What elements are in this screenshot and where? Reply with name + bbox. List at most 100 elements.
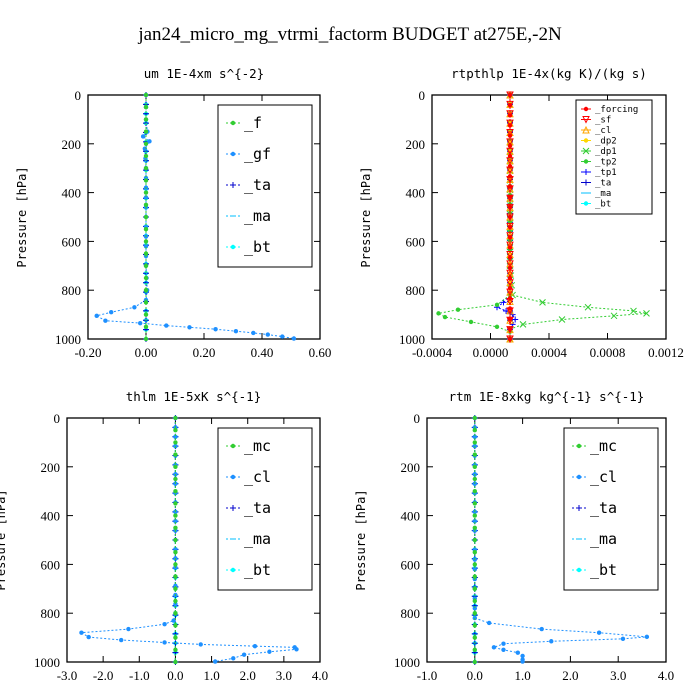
legend-marker (582, 147, 590, 155)
data-point (143, 312, 149, 317)
x-tick-label: 2.0 (240, 668, 256, 683)
data-point (213, 327, 218, 332)
panel-title: thlm 1E-5xK s^{-1} (126, 389, 261, 404)
legend-label: _ta (595, 179, 611, 189)
data-point (173, 583, 178, 588)
data-point (173, 537, 178, 543)
data-point (506, 269, 514, 278)
legend-label: _ma (595, 189, 611, 199)
y-tick-label: 600 (41, 557, 61, 572)
data-point (143, 251, 149, 256)
legend-label: _dp2 (595, 137, 617, 147)
data-point (507, 143, 513, 149)
data-point (630, 307, 637, 315)
x-tick-label: 3.0 (610, 668, 626, 683)
x-tick-label: -1.0 (417, 668, 438, 683)
data-point (506, 129, 514, 137)
data-point (507, 163, 513, 169)
legend-marker (230, 120, 236, 126)
x-tick-label: 0.0012 (648, 345, 684, 360)
legend-label: _bt (595, 200, 611, 210)
data-point (507, 214, 513, 220)
panel-3: thlm 1E-5xK s^{-1} Pressure [hPa] -3.0 -2.0… (0, 389, 328, 683)
legend-label: _dp1 (595, 147, 617, 157)
data-point (507, 184, 513, 189)
x-tick-label: -1.0 (129, 668, 150, 683)
legend-label: _ta (244, 499, 271, 517)
figure-title: jan24_micro_mg_vtrmi_factorm BUDGET at27… (137, 24, 562, 45)
data-point (507, 265, 513, 271)
legend-label: _ta (590, 499, 617, 517)
y-axis-label: Pressure [hPa] (15, 166, 29, 267)
data-point (143, 275, 149, 281)
data-point (143, 202, 149, 207)
x-tick-label: 0.20 (193, 345, 216, 360)
legend-marker (576, 567, 582, 573)
data-point (143, 300, 149, 305)
data-point (515, 650, 521, 655)
legend-label: _bt (244, 561, 271, 579)
panel-4: rtm 1E-8xkg kg^{-1} s^{-1} Pressure [hPa]… (354, 389, 674, 683)
data-point (596, 630, 602, 635)
y-tick-label: 0 (54, 411, 61, 426)
legend-marker (230, 244, 236, 250)
data-point (472, 606, 477, 611)
data-point (507, 113, 513, 118)
x-tick-label: 0.0004 (531, 345, 567, 360)
legend-marker (230, 505, 236, 511)
legend-marker (582, 116, 590, 124)
x-tick-label: 3.0 (276, 668, 292, 683)
data-point (472, 567, 477, 572)
y-tick-label: 200 (62, 137, 82, 152)
y-tick-label: 1000 (394, 655, 420, 670)
legend-marker (583, 169, 589, 175)
data-point (472, 440, 477, 445)
data-point (472, 562, 477, 567)
y-tick-label: 400 (41, 509, 61, 524)
data-point (241, 652, 247, 657)
legend-label: _ma (590, 530, 617, 548)
y-tick-label: 200 (401, 460, 421, 475)
series-markers (94, 92, 297, 341)
data-point (86, 634, 91, 640)
data-point (252, 643, 258, 649)
data-point (472, 428, 477, 433)
legend-marker (583, 106, 589, 112)
data-point (494, 324, 500, 329)
data-point (173, 601, 178, 607)
legend-marker (576, 443, 582, 449)
data-point (472, 537, 477, 543)
y-tick-label: 800 (41, 606, 61, 621)
data-point (584, 303, 592, 311)
legend-label: _cl (590, 468, 617, 486)
y-tick-label: 400 (401, 509, 421, 524)
y-tick-label: 800 (406, 283, 426, 298)
data-point (507, 174, 513, 179)
data-point (455, 307, 461, 312)
series-line (474, 418, 647, 662)
x-tick-label: -0.20 (74, 345, 101, 360)
data-point (251, 330, 256, 336)
data-point (507, 296, 513, 301)
data-point (143, 117, 149, 122)
legend-marker (576, 505, 582, 511)
legend-label: _tp2 (595, 158, 617, 168)
data-point (507, 123, 513, 128)
legend-label: _forcing (595, 105, 638, 115)
data-point (173, 647, 178, 652)
data-point (558, 316, 566, 323)
data-point (143, 336, 149, 342)
data-point (126, 626, 131, 632)
data-point (506, 138, 514, 147)
series-markers (143, 92, 149, 342)
data-point (294, 647, 299, 652)
data-point (173, 586, 178, 591)
data-point (143, 190, 149, 195)
legend-label: _sf (595, 116, 611, 126)
data-point (173, 623, 178, 628)
data-point (265, 332, 270, 337)
data-point (472, 550, 477, 555)
x-tick-label: 0.0008 (590, 345, 626, 360)
data-point (442, 314, 448, 320)
data-point (507, 204, 513, 210)
